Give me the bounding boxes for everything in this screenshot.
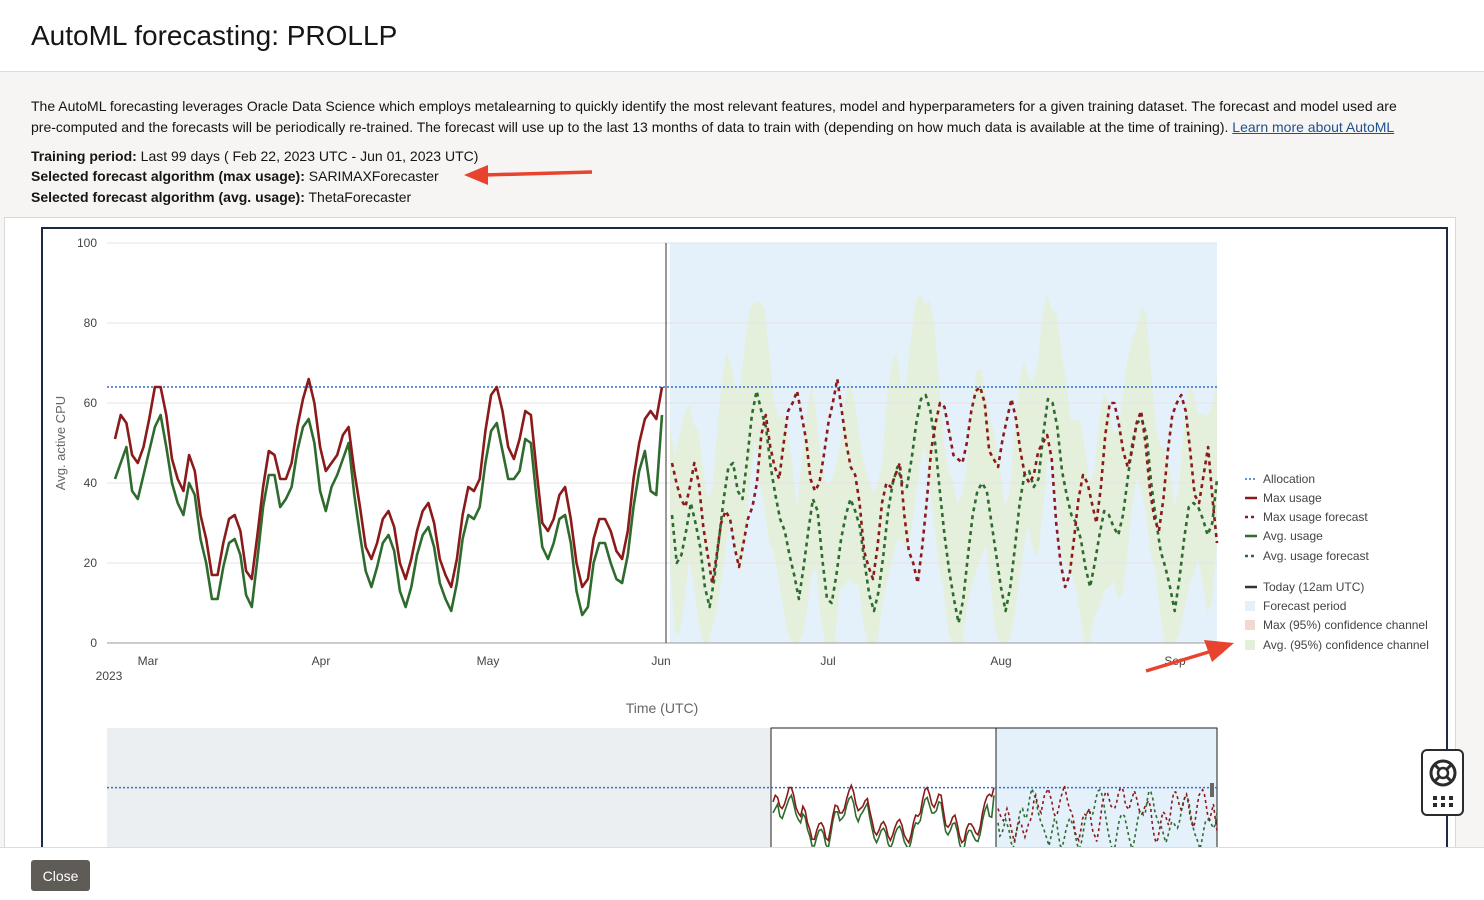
avg-algorithm-label: Selected forecast algorithm (avg. usage)… xyxy=(31,189,305,205)
x-tick-label: May xyxy=(477,654,500,668)
navigator-avg-usage xyxy=(772,793,995,847)
legend-item-label: Today (12am UTC) xyxy=(1263,580,1364,594)
description-line-2: pre-computed and the forecasts will be p… xyxy=(31,119,1229,135)
y-tick-label: 100 xyxy=(77,236,97,250)
legend-item-label: Max usage xyxy=(1263,491,1322,505)
x-tick-label: Mar xyxy=(138,654,159,668)
y-tick-label: 0 xyxy=(90,636,97,650)
legend-item-label: Max (95%) confidence channel xyxy=(1263,618,1428,632)
avg-usage-line xyxy=(113,413,664,617)
training-period-label: Training period: xyxy=(31,148,137,164)
dialog-body: The AutoML forecasting leverages Oracle … xyxy=(0,72,1484,847)
lifebuoy-icon xyxy=(1429,759,1457,807)
chart-frame xyxy=(41,227,1448,847)
dialog-title: AutoML forecasting: PROLLP xyxy=(31,20,398,51)
navigator-max-usage xyxy=(772,783,995,845)
legend-item-label: Allocation xyxy=(1263,472,1315,486)
x-tick-label: Apr xyxy=(312,654,331,668)
legend-item-label: Avg. (95%) confidence channel xyxy=(1263,638,1429,652)
max-algorithm-value: SARIMAXForecaster xyxy=(308,168,439,184)
forecast-chart: Avg. active CPU Time (UTC) 2023 0 20 40 60 8… xyxy=(53,236,1429,847)
max-algorithm: Selected forecast algorithm (max usage):… xyxy=(31,168,439,184)
dialog-header: AutoML forecasting: PROLLP xyxy=(0,0,1484,72)
learn-more-link[interactable]: Learn more about AutoML xyxy=(1232,119,1395,135)
training-period-value: Last 99 days ( Feb 22, 2023 UTC - Jun 01… xyxy=(140,148,479,164)
max-usage-line xyxy=(113,377,664,589)
help-widget[interactable] xyxy=(1421,749,1464,816)
navigator-avg-forecast xyxy=(997,786,1218,847)
navigator-selection[interactable] xyxy=(770,727,1218,847)
y-tick-label: 80 xyxy=(84,316,98,330)
avg-usage-forecast-line xyxy=(670,389,1219,625)
x-tick-label: Jul xyxy=(820,654,835,668)
annotation-arrow-2-icon xyxy=(1145,640,1234,673)
description: The AutoML forecasting leverages Oracle … xyxy=(31,96,1451,138)
max-algorithm-label: Selected forecast algorithm (max usage): xyxy=(31,168,305,184)
legend-swatch xyxy=(1245,640,1255,650)
legend-item-label: Forecast period xyxy=(1263,599,1346,613)
avg-confidence-channel xyxy=(670,293,1217,643)
legend-swatch xyxy=(1245,620,1255,630)
close-button[interactable]: Close xyxy=(31,860,90,891)
avg-algorithm: Selected forecast algorithm (avg. usage)… xyxy=(31,189,411,205)
y-axis-label: Avg. active CPU xyxy=(53,396,68,490)
x-tick-label: Aug xyxy=(990,654,1011,668)
x-axis-label: Time (UTC) xyxy=(626,700,699,716)
legend-item-label: Avg. usage forecast xyxy=(1263,549,1370,563)
annotation-arrow-icon xyxy=(464,165,593,185)
x-tick-label: Jun xyxy=(651,654,670,668)
training-period: Training period: Last 99 days ( Feb 22, … xyxy=(31,148,478,164)
y-tick-label: 40 xyxy=(84,476,98,490)
navigator-handle[interactable] xyxy=(1210,783,1214,797)
legend-item-label: Max usage forecast xyxy=(1263,510,1368,524)
avg-algorithm-value: ThetaForecaster xyxy=(308,189,412,205)
legend-item-label: Avg. usage xyxy=(1263,529,1323,543)
dialog-footer: Close xyxy=(0,847,1484,900)
max-usage-forecast-line xyxy=(670,377,1219,589)
navigator-max-forecast xyxy=(997,785,1218,845)
y-tick-label: 60 xyxy=(84,396,98,410)
y-tick-label: 20 xyxy=(84,556,98,570)
chart-container: Avg. active CPU Time (UTC) 2023 0 20 40 60 8… xyxy=(4,217,1456,847)
legend-swatch xyxy=(1245,601,1255,611)
description-line-1: The AutoML forecasting leverages Oracle … xyxy=(31,98,1397,114)
year-label: 2023 xyxy=(96,669,123,683)
